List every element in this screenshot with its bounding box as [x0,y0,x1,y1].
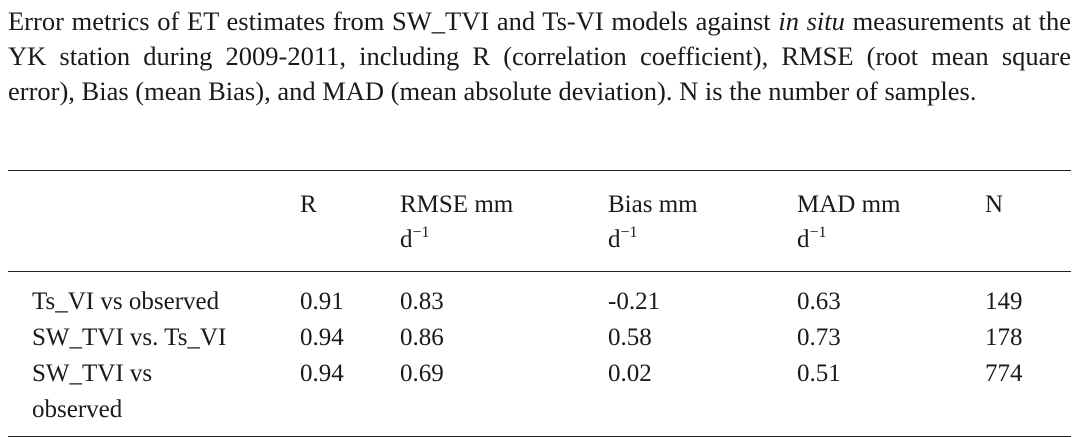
value-cell: 0.94 [300,360,344,387]
caption-italic: in situ [778,6,845,36]
value-cell: -0.21 [608,288,661,315]
caption-text: measurements at the YK station during 20… [8,6,1071,106]
table-caption: Error metrics of ET estimates from SW_TV… [8,4,1071,109]
value-cell: 0.91 [300,288,344,315]
row-label-cell: SW_TVI vs observed [8,356,300,437]
value-cell: 0.86 [400,324,444,351]
header-cell: MAD mm d−1 [797,171,985,272]
value-cell: 0.83 [400,288,444,315]
header-cell: R [300,171,400,272]
value-cell: 0.63 [797,288,841,315]
header-text: Bias mm [608,191,698,218]
header-cell: RMSE mm d−1 [400,171,608,272]
table-row: SW_TVI vs observed 0.94 0.69 0.02 0.51 774 [8,356,1071,437]
header-text: R [300,191,317,218]
header-exponent: −1 [620,224,638,241]
row-label-cell: Ts_VI vs observed [8,272,300,321]
header-unit: d [400,226,413,253]
table-row: Ts_VI vs observed 0.91 0.83 -0.21 0.63 149 [8,272,1071,321]
header-cell: N [985,171,1071,272]
header-exponent: −1 [412,224,430,241]
data-table: R RMSE mm d−1 Bias mm d−1 MAD mm d−1 N Ts_VI vs… [8,170,1071,437]
row-label: SW_TVI vs observed [32,360,153,423]
value-cell: 0.73 [797,324,841,351]
table-body: Ts_VI vs observed 0.91 0.83 -0.21 0.63 149 SW_… [8,272,1071,437]
header-text: MAD mm [797,191,901,218]
value-cell: 774 [985,360,1023,387]
header-cell: Bias mm d−1 [608,171,797,272]
value-cell: 0.58 [608,324,652,351]
row-label: SW_TVI vs. Ts_VI [32,324,227,351]
value-cell: 0.69 [400,360,444,387]
header-text: RMSE mm [400,191,514,218]
table-row: SW_TVI vs. Ts_VI 0.94 0.86 0.58 0.73 178 [8,320,1071,356]
caption-text: Error metrics of ET estimates from SW_TV… [8,6,779,36]
row-label-cell: SW_TVI vs. Ts_VI [8,320,300,356]
value-cell: 0.94 [300,324,344,351]
header-text: N [985,191,1004,218]
value-cell: 149 [985,288,1023,315]
header-unit: d [608,226,621,253]
row-label: Ts_VI vs observed [32,288,220,315]
header-exponent: −1 [809,224,827,241]
header-cell [8,171,300,272]
value-cell: 0.02 [608,360,652,387]
value-cell: 178 [985,324,1023,351]
value-cell: 0.51 [797,360,841,387]
header-unit: d [797,226,810,253]
header-row: R RMSE mm d−1 Bias mm d−1 MAD mm d−1 N [8,171,1071,272]
